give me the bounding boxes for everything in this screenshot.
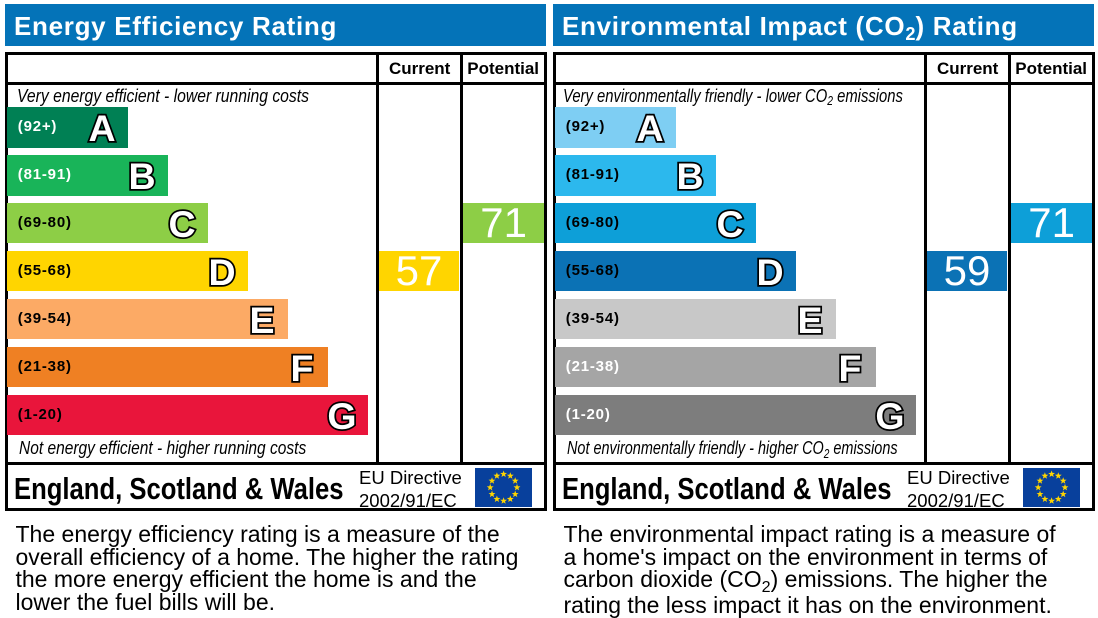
svg-text:A: A [88,107,115,147]
svg-text:B: B [676,155,703,195]
svg-text:G: G [875,395,904,435]
svg-text:F: F [291,347,314,387]
svg-text:F: F [839,347,862,387]
svg-text:G: G [327,395,356,435]
svg-text:B: B [128,155,155,195]
svg-text:D: D [208,251,235,291]
svg-text:E: E [797,299,822,339]
svg-text:E: E [249,299,274,339]
svg-text:C: C [716,203,743,243]
svg-text:C: C [168,203,195,243]
svg-text:A: A [636,107,663,147]
svg-text:D: D [756,251,783,291]
